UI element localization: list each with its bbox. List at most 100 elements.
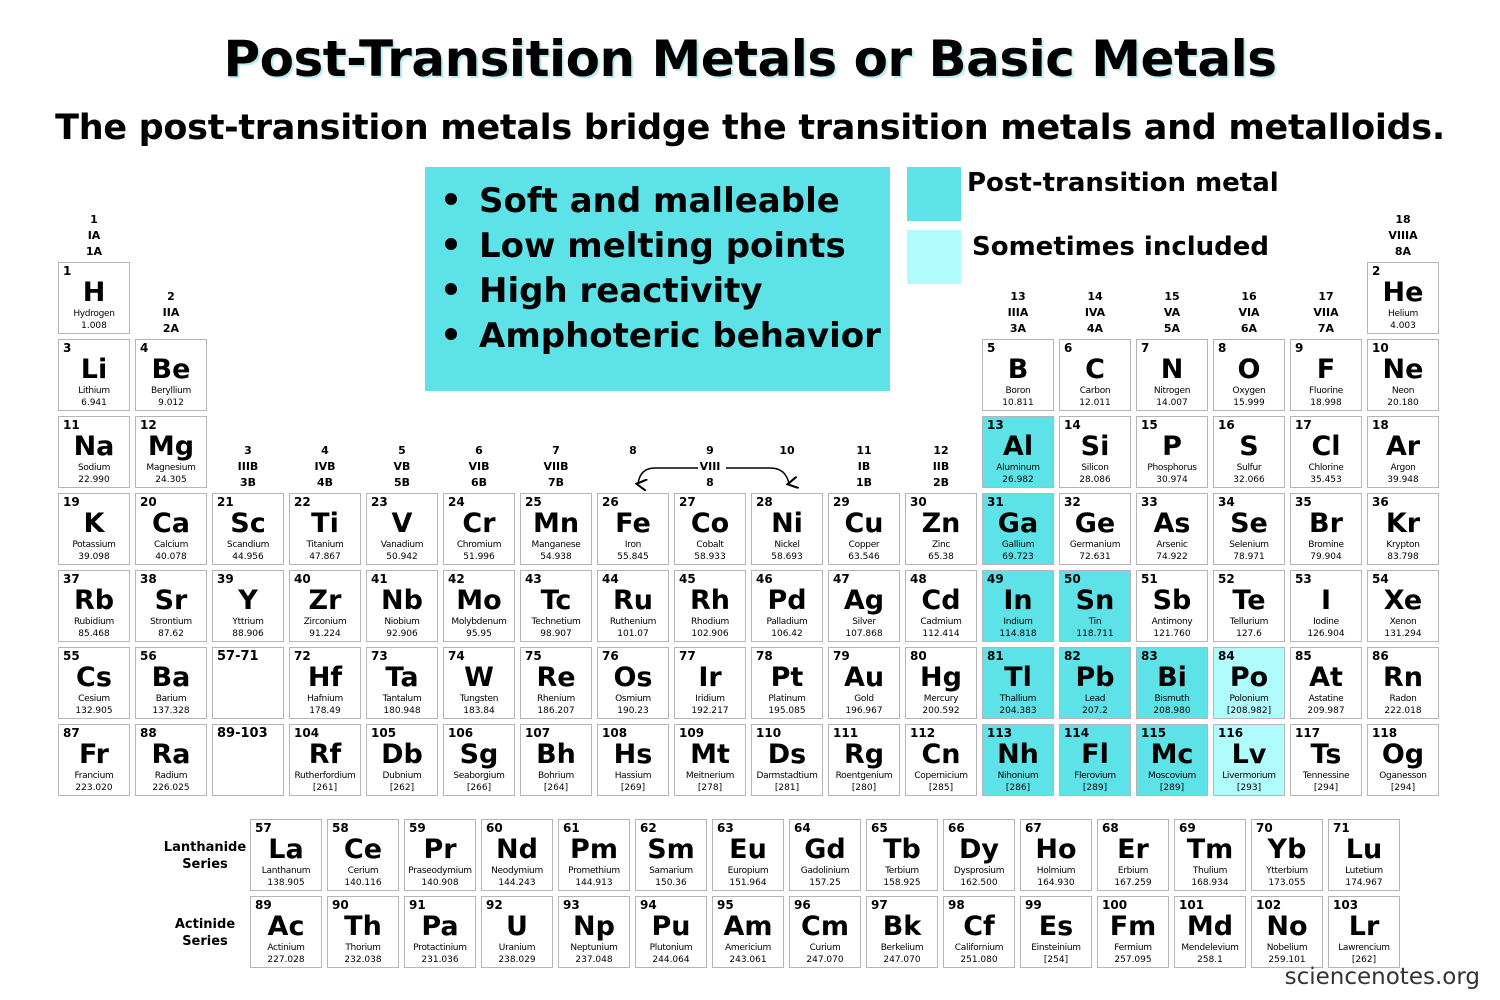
element-cell-bi: 83 Bi Bismuth 208.980 xyxy=(1136,647,1208,719)
element-name: Gold xyxy=(854,694,874,704)
element-number: 70 xyxy=(1256,821,1273,835)
element-name: Technetium xyxy=(531,617,581,627)
element-cell-b: 5 B Boron 10.811 xyxy=(982,339,1054,411)
page-subtitle: The post-transition metals bridge the tr… xyxy=(55,108,1445,148)
element-cell-nh: 113 Nh Nihonium [286] xyxy=(982,724,1054,796)
group-header-line: VIB xyxy=(468,460,490,473)
element-name: Lanthanum xyxy=(261,866,311,876)
element-symbol: Cf xyxy=(963,911,995,942)
element-cell-no: 102 No Nobelium 259.101 xyxy=(1251,896,1323,968)
element-symbol: Sb xyxy=(1152,585,1192,616)
group-header-line: 16 xyxy=(1241,290,1257,303)
element-number: 36 xyxy=(1372,495,1389,509)
element-cell-la: 57 La Lanthanum 138.905 xyxy=(250,819,322,891)
element-cell-cu: 29 Cu Copper 63.546 xyxy=(828,493,900,565)
element-symbol: Fe xyxy=(615,508,651,539)
element-mass: 247.070 xyxy=(806,955,844,965)
element-number: 80 xyxy=(910,649,927,663)
element-name: Moscovium xyxy=(1147,771,1196,781)
element-cell-sn: 50 Sn Tin 118.711 xyxy=(1059,570,1131,642)
element-number: 42 xyxy=(448,572,465,586)
element-number: 96 xyxy=(794,898,811,912)
element-number: 94 xyxy=(640,898,657,912)
property-item: Low melting points xyxy=(445,224,890,269)
group-header-line: 7B xyxy=(547,476,565,489)
element-symbol: Bk xyxy=(882,911,922,942)
element-mass: [289] xyxy=(1159,783,1185,793)
page-title: Post-Transition Metals or Basic Metals xyxy=(223,30,1278,88)
element-name: Lutetium xyxy=(1345,866,1383,876)
credit-text: sciencenotes.org xyxy=(1284,964,1480,990)
element-mass: 126.904 xyxy=(1307,629,1345,639)
element-symbol: Rb xyxy=(73,585,115,616)
bullet-icon xyxy=(445,192,457,205)
element-cell-xe: 54 Xe Xenon 131.294 xyxy=(1367,570,1439,642)
group-header-8: 8 xyxy=(597,443,669,491)
group-header-line: 4 xyxy=(321,444,329,457)
group-header-line: IIA xyxy=(162,306,180,319)
element-mass: 87.62 xyxy=(158,629,184,639)
element-name: Neodymium xyxy=(491,866,543,876)
element-number: 11 xyxy=(63,418,80,432)
element-number: 84 xyxy=(1218,649,1235,663)
series-label: Lanthanide Series xyxy=(150,839,260,873)
element-name: Osmium xyxy=(615,694,651,704)
element-range-cell: 89-103 xyxy=(212,724,284,796)
element-number: 55 xyxy=(63,649,80,663)
element-cell-mt: 109 Mt Meitnerium [278] xyxy=(674,724,746,796)
element-name: Platinum xyxy=(768,694,806,704)
element-number: 25 xyxy=(525,495,542,509)
element-cell-tc: 43 Tc Technetium 98.907 xyxy=(520,570,592,642)
element-cell-se: 34 Se Selenium 78.971 xyxy=(1213,493,1285,565)
element-name: Oganesson xyxy=(1379,771,1427,781)
element-symbol: Er xyxy=(1117,834,1149,865)
element-cell-y: 39 Y Yttrium 88.906 xyxy=(212,570,284,642)
element-cell-ti: 22 Ti Titanium 47.867 xyxy=(289,493,361,565)
group-header-line: 14 xyxy=(1087,290,1103,303)
element-name: Gallium xyxy=(1001,540,1035,550)
element-number: 86 xyxy=(1372,649,1389,663)
element-symbol: Ga xyxy=(997,508,1039,539)
element-symbol: Ta xyxy=(385,662,419,693)
element-name: Plutonium xyxy=(649,943,693,953)
element-number: 31 xyxy=(987,495,1004,509)
element-number: 100 xyxy=(1102,898,1128,912)
element-mass: 244.064 xyxy=(652,955,690,965)
element-name: Manganese xyxy=(531,540,581,550)
element-symbol: Dy xyxy=(958,834,999,865)
element-name: Rhenium xyxy=(536,694,576,704)
element-symbol: P xyxy=(1162,431,1182,462)
element-name: Chlorine xyxy=(1308,463,1344,473)
element-cell-th: 90 Th Thorium 232.038 xyxy=(327,896,399,968)
element-number: 116 xyxy=(1218,726,1244,740)
element-cell-rf: 104 Rf Rutherfordium [261] xyxy=(289,724,361,796)
element-number: 33 xyxy=(1141,495,1158,509)
element-mass: 243.061 xyxy=(729,955,767,965)
element-name: Samarium xyxy=(649,866,693,876)
bullet-icon xyxy=(445,327,457,340)
element-cell-mn: 25 Mn Manganese 54.938 xyxy=(520,493,592,565)
element-cell-as: 33 As Arsenic 74.922 xyxy=(1136,493,1208,565)
element-mass: 92.906 xyxy=(386,629,418,639)
element-name: Nobelium xyxy=(1266,943,1308,953)
group-header-line: 4B xyxy=(316,476,334,489)
element-mass: 69.723 xyxy=(1002,552,1034,562)
element-number: 57-71 xyxy=(217,649,259,664)
element-name: Ytterbium xyxy=(1266,866,1308,876)
element-symbol: Te xyxy=(1232,585,1266,616)
element-cell-br: 35 Br Bromine 79.904 xyxy=(1290,493,1362,565)
element-number: 109 xyxy=(679,726,705,740)
element-name: Radium xyxy=(154,771,188,781)
element-number: 76 xyxy=(602,649,619,663)
element-mass: 257.095 xyxy=(1114,955,1152,965)
element-name: Chromium xyxy=(456,540,502,550)
element-mass: 18.998 xyxy=(1310,398,1342,408)
group-header-line: 1A xyxy=(85,245,103,258)
element-name: Rhodium xyxy=(690,617,730,627)
element-symbol: Pm xyxy=(570,834,618,865)
element-cell-ce: 58 Ce Cerium 140.116 xyxy=(327,819,399,891)
element-symbol: Cm xyxy=(801,911,849,942)
element-symbol: Rf xyxy=(308,739,342,770)
element-mass: 106.42 xyxy=(771,629,803,639)
element-symbol: Hg xyxy=(920,662,962,693)
